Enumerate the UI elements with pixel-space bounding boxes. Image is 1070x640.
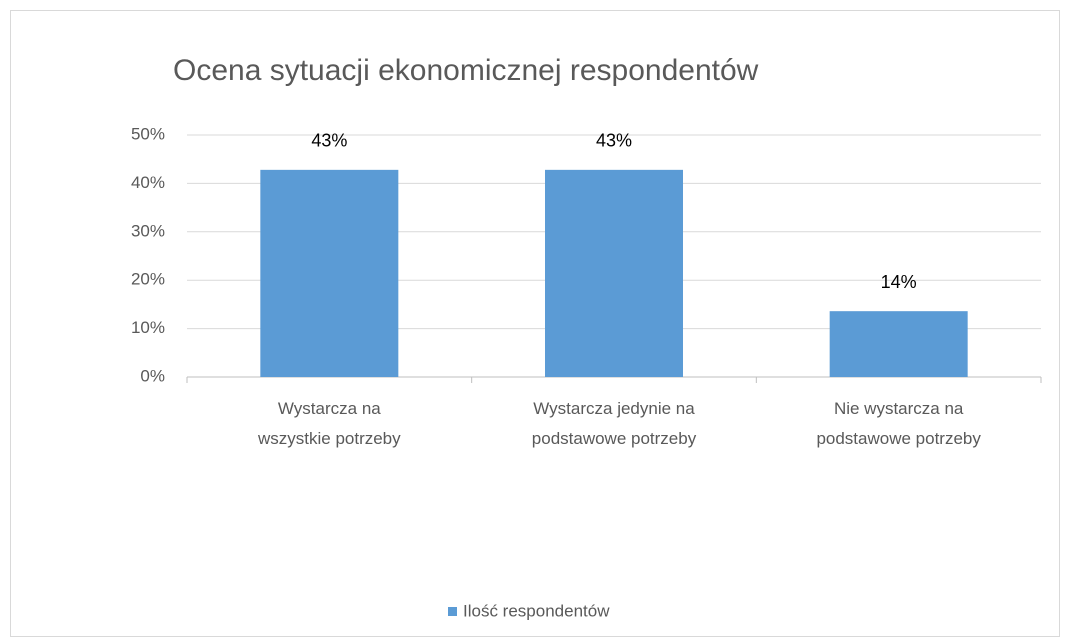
x-tick-label: Wystarcza na wszystkie potrzeby bbox=[257, 399, 401, 448]
y-tick-label: 50% bbox=[131, 124, 165, 143]
data-label: 14% bbox=[881, 272, 917, 292]
y-tick-label: 0% bbox=[140, 366, 165, 385]
data-label: 43% bbox=[596, 131, 632, 151]
x-tick-label: Nie wystarcza na podstawowe potrzeby bbox=[816, 399, 981, 448]
y-tick-label: 20% bbox=[131, 270, 165, 289]
bar bbox=[545, 169, 683, 377]
bar bbox=[829, 311, 968, 377]
y-tick-label: 40% bbox=[131, 173, 165, 192]
legend-swatch bbox=[448, 607, 457, 616]
x-tick-label: Wystarcza jedynie na podstawowe potrzeby bbox=[532, 399, 697, 448]
bar bbox=[260, 169, 399, 377]
legend-label: Ilość respondentów bbox=[463, 601, 610, 620]
data-label: 43% bbox=[311, 131, 347, 151]
chart-title: Ocena sytuacji ekonomicznej respondentów bbox=[173, 54, 759, 87]
y-tick-label: 30% bbox=[131, 221, 165, 240]
y-tick-label: 10% bbox=[131, 318, 165, 337]
